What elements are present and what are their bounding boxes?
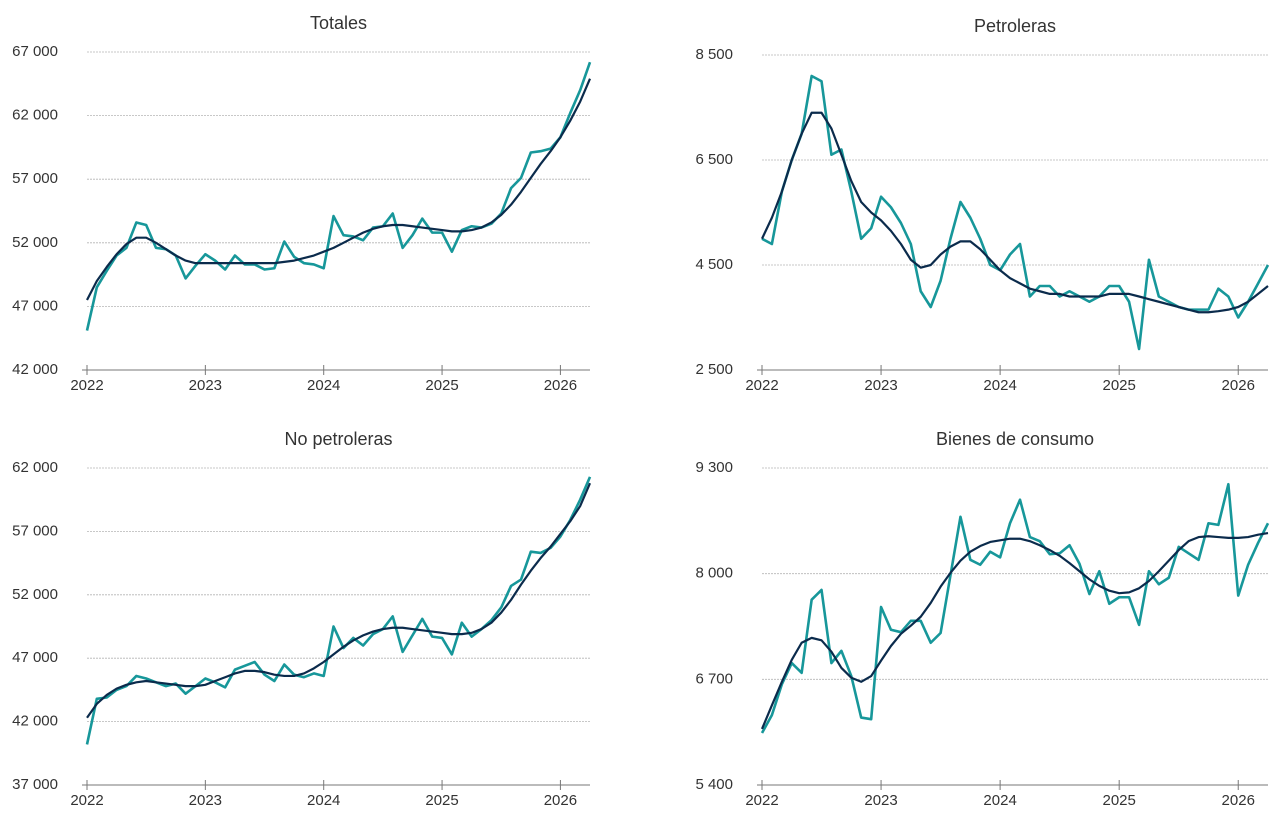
panel-title: Bienes de consumo <box>936 429 1094 449</box>
x-tick-label: 2023 <box>189 377 222 394</box>
y-tick-label: 57 000 <box>12 170 58 187</box>
y-tick-label: 62 000 <box>12 459 58 476</box>
series-line <box>86 482 592 719</box>
x-tick-label: 2023 <box>189 792 222 809</box>
panel-title: Totales <box>310 13 367 33</box>
y-tick-label: 9 300 <box>695 459 733 476</box>
x-tick-label: 2022 <box>745 792 778 809</box>
y-tick-label: 6 700 <box>695 670 733 687</box>
x-tick-label: 2025 <box>425 377 458 394</box>
x-tick-label: 2026 <box>544 377 577 394</box>
y-tick-label: 52 000 <box>12 234 58 251</box>
y-tick-label: 6 500 <box>695 151 733 168</box>
panel: Petroleras 2 500 4 500 6 500 8 500 2022 2023 20… <box>695 16 1270 394</box>
y-tick-label: 2 500 <box>695 361 733 378</box>
y-tick-label: 67 000 <box>12 43 58 60</box>
y-tick-label: 57 000 <box>12 522 58 539</box>
panel-title: Petroleras <box>974 16 1056 36</box>
y-tick-label: 52 000 <box>12 586 58 603</box>
x-tick-label: 2026 <box>544 792 577 809</box>
series-line <box>761 111 1269 314</box>
y-tick-label: 47 000 <box>12 297 58 314</box>
y-tick-label: 5 400 <box>695 776 733 793</box>
panel: Totales 42 000 47 000 52 000 57 000 62 000 67 … <box>12 13 592 394</box>
y-tick-label: 37 000 <box>12 776 58 793</box>
series-line <box>85 476 592 745</box>
y-tick-label: 4 500 <box>695 256 733 273</box>
x-tick-label: 2022 <box>70 377 103 394</box>
y-tick-label: 47 000 <box>12 649 58 666</box>
panel-title: No petroleras <box>284 429 392 449</box>
x-tick-label: 2025 <box>1102 792 1135 809</box>
y-tick-label: 8 500 <box>695 46 733 63</box>
x-tick-label: 2025 <box>1102 377 1135 394</box>
series-line <box>86 78 592 301</box>
x-tick-label: 2022 <box>70 792 103 809</box>
x-tick-label: 2024 <box>983 377 1016 394</box>
x-tick-label: 2022 <box>745 377 778 394</box>
y-tick-label: 8 000 <box>695 565 733 582</box>
y-tick-label: 62 000 <box>12 107 58 124</box>
x-tick-label: 2023 <box>864 377 897 394</box>
x-tick-label: 2023 <box>864 792 897 809</box>
x-tick-label: 2026 <box>1222 792 1255 809</box>
series-line <box>761 74 1270 351</box>
series-line <box>760 531 1269 730</box>
x-tick-label: 2025 <box>425 792 458 809</box>
series-line <box>85 61 592 331</box>
y-tick-label: 42 000 <box>12 713 58 730</box>
x-tick-label: 2024 <box>983 792 1016 809</box>
series-line <box>760 482 1270 734</box>
panel: Bienes de consumo 5 400 6 700 8 000 9 300 202… <box>695 429 1270 809</box>
x-tick-label: 2024 <box>307 377 340 394</box>
x-tick-label: 2026 <box>1222 377 1255 394</box>
panel: No petroleras 37 000 42 000 47 000 52 000 57 … <box>12 429 592 809</box>
x-tick-label: 2024 <box>307 792 340 809</box>
y-tick-label: 42 000 <box>12 361 58 378</box>
